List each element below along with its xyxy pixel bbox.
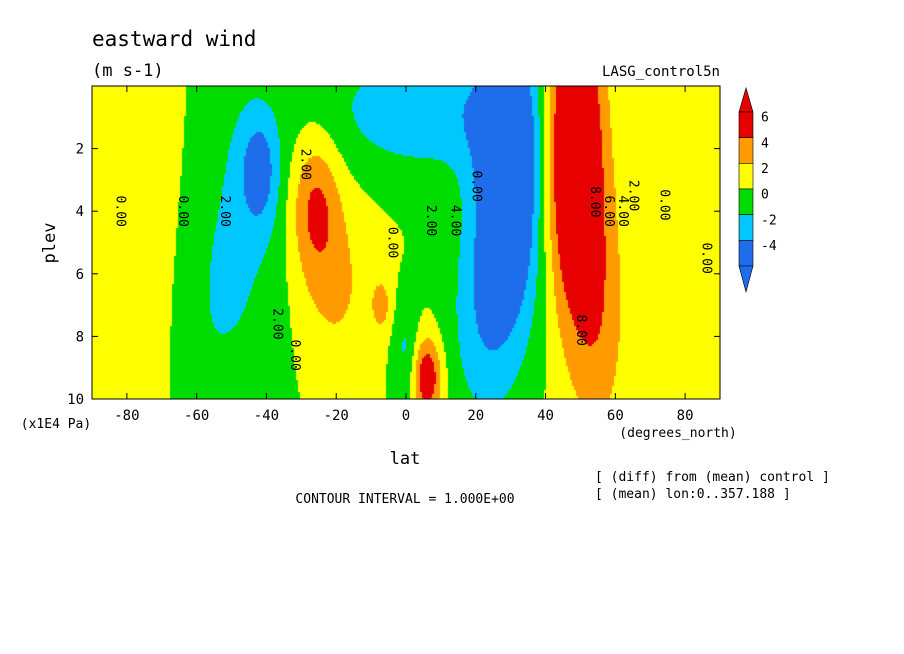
colorbar-label: -4 [761, 239, 777, 254]
x-tick-label: -20 [324, 408, 349, 424]
contour-label: 0.00 [385, 227, 400, 258]
contour-label: 0.00 [657, 189, 672, 220]
y-tick-label: 4 [76, 204, 84, 220]
y-axis: 2 4 6 8 10 [67, 142, 720, 408]
contour-label: 6.00 [601, 196, 616, 227]
y-tick-label: 10 [67, 392, 84, 408]
contour-labels: 0.00 0.00 2.002.000.002.00 4.000.002.000.00… [112, 149, 713, 371]
x-tick-label: -80 [114, 408, 139, 424]
contour-label: 2.00 [423, 205, 438, 236]
contour-label: 8.00 [587, 186, 602, 217]
colorbar-segment [738, 214, 754, 241]
x-tick-label: 0 [402, 408, 410, 424]
contour-label: 2.00 [297, 149, 312, 180]
colorbar-segment [738, 137, 754, 164]
contour-interval-text: CONTOUR INTERVAL = 1.000E+00 [295, 492, 514, 507]
plot-area: 0.00 0.00 2.002.000.002.00 4.000.002.000.00… [91, 85, 721, 400]
colorbar-label: 0 [761, 188, 769, 203]
colorbar-segment [738, 111, 754, 138]
contour-label: 0.00 [287, 340, 302, 371]
colorbar: 6 4 2 0 -2 -4 [738, 86, 777, 294]
contour-label: 2.00 [217, 196, 232, 227]
contour-label: 4.00 [615, 196, 630, 227]
contour-label: 2.00 [269, 308, 284, 339]
x-tick-label: -40 [254, 408, 279, 424]
y-axis-units: (x1E4 Pa) [21, 417, 91, 432]
contour-label: 0.00 [175, 196, 190, 227]
contour-label: 2.00 [625, 180, 640, 211]
contour-label: 4.00 [447, 205, 462, 236]
chart-title: eastward wind [92, 27, 256, 51]
colorbar-under-triangle [738, 265, 754, 294]
contour-label: 0.00 [112, 196, 127, 227]
note-diff: [ (diff) from (mean) control ] [595, 470, 830, 485]
colorbar-segment [738, 240, 754, 267]
y-tick-label: 6 [76, 267, 84, 283]
wind-field-raster [92, 86, 720, 399]
colorbar-label: 4 [761, 136, 769, 151]
contour-label: 0.00 [468, 171, 483, 202]
x-tick-label: 20 [467, 408, 484, 424]
colorbar-over-triangle [738, 86, 754, 113]
colorbar-label: 2 [761, 162, 769, 177]
colorbar-segment [738, 163, 754, 190]
x-axis-units: (degrees_north) [619, 426, 736, 441]
colorbar-label: 6 [761, 111, 769, 126]
x-tick-label: 80 [677, 408, 694, 424]
contour-label: 0.00 [699, 242, 714, 273]
note-mean: [ (mean) lon:0..357.188 ] [595, 487, 791, 502]
colorbar-segment [738, 188, 754, 215]
dataset-label: LASG_control5n [602, 64, 720, 80]
y-tick-label: 8 [76, 329, 84, 345]
chart-subtitle: (m s-1) [92, 61, 164, 81]
x-tick-label: 60 [607, 408, 624, 424]
x-axis-label: lat [390, 449, 421, 469]
x-axis: -80 -60 -40 -20 0 20 40 60 80 [114, 86, 694, 424]
contour-label: 8.00 [573, 314, 588, 345]
x-tick-label: -60 [184, 408, 209, 424]
colorbar-label: -2 [761, 213, 777, 228]
x-tick-label: 40 [537, 408, 554, 424]
y-tick-label: 2 [76, 142, 84, 158]
y-axis-label: plev [40, 223, 60, 264]
